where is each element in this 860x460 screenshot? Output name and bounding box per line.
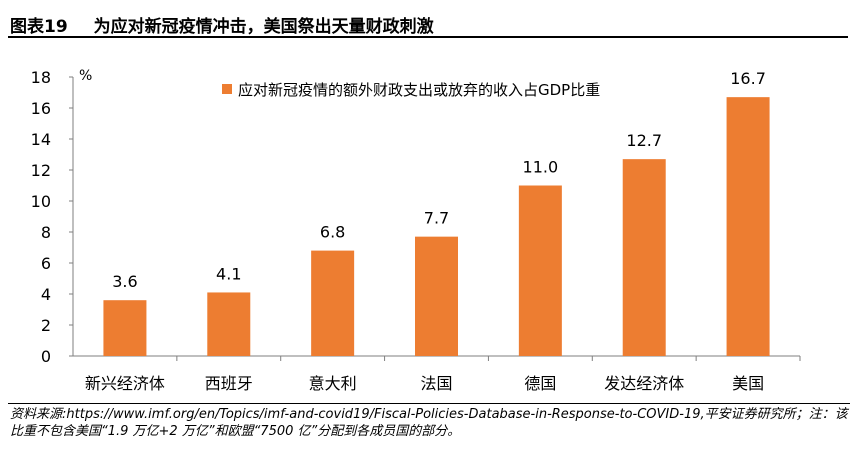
y-tick-label: 18	[31, 68, 51, 87]
bar-value-label: 12.7	[626, 131, 662, 150]
y-tick-label: 14	[31, 130, 51, 149]
x-tick-label: 新兴经济体	[85, 374, 165, 393]
y-tick-label: 8	[41, 223, 51, 242]
bar	[726, 97, 770, 357]
bar-value-label: 3.6	[112, 272, 137, 291]
y-tick-label: 4	[41, 285, 51, 304]
legend-label: 应对新冠疫情的额外财政支出或放弃的收入占GDP比重	[238, 81, 600, 99]
bar	[415, 236, 458, 356]
x-tick-label: 意大利	[309, 374, 357, 393]
figure-title-text: 为应对新冠疫情冲击，美国祭出天量财政刺激	[93, 17, 434, 37]
y-tick-label: 6	[41, 254, 51, 273]
figure-title: 图表19 为应对新冠疫情冲击，美国祭出天量财政刺激	[10, 12, 434, 37]
y-tick-label: 2	[41, 316, 51, 335]
bar	[518, 185, 562, 356]
bar-value-label: 6.8	[320, 223, 345, 242]
x-tick-label: 美国	[732, 374, 764, 393]
bar-value-label: 4.1	[216, 264, 241, 283]
y-tick-label: 12	[31, 161, 51, 180]
bar-value-label: 11.0	[523, 158, 559, 177]
x-tick-label: 法国	[420, 374, 452, 393]
x-tick-label: 发达经济体	[604, 374, 684, 393]
figure-title-bar: 图表19 为应对新冠疫情冲击，美国祭出天量财政刺激	[8, 10, 848, 38]
figure-number: 图表19	[10, 17, 68, 37]
bar-value-label: 7.7	[424, 209, 449, 228]
bar	[103, 300, 147, 356]
y-tick-label: 0	[41, 347, 51, 366]
bar-chart: 0 2 4 6 8 10 12 14 16 18 % 应对新冠疫情的额外财政支出或放弃的收入占GDP比…	[31, 68, 801, 393]
bar	[207, 292, 251, 356]
bar-value-label: 16.7	[730, 69, 766, 88]
bar	[311, 250, 355, 356]
bottom-divider	[8, 403, 850, 404]
x-tick-label: 德国	[524, 374, 556, 393]
source-note: 资料来源:https://www.imf.org/en/Topics/imf-a…	[10, 407, 848, 439]
x-tick-label: 西班牙	[205, 374, 253, 393]
y-tick-label: 10	[31, 192, 51, 211]
legend-swatch	[222, 84, 232, 94]
y-tick-label: 16	[31, 99, 51, 118]
bar	[622, 159, 666, 356]
y-unit-label: %	[79, 68, 92, 84]
